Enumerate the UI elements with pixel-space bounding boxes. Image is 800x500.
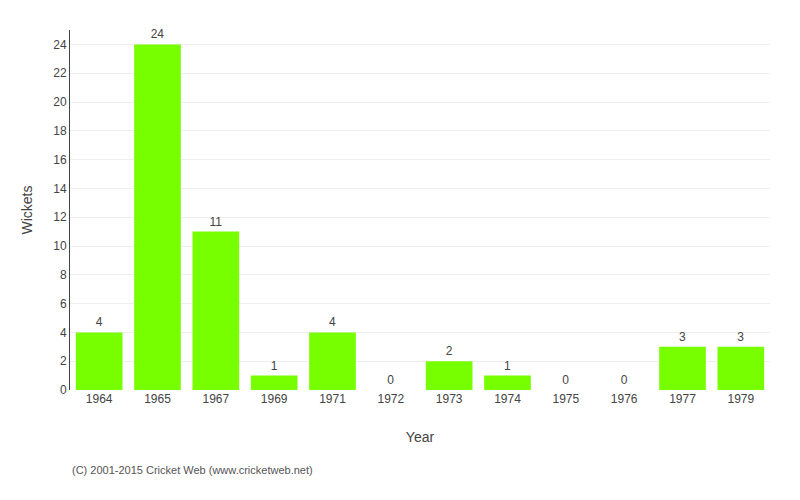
svg-text:1: 1: [271, 359, 278, 373]
svg-text:18: 18: [53, 124, 67, 138]
svg-text:1974: 1974: [494, 392, 521, 406]
svg-text:1971: 1971: [319, 392, 346, 406]
svg-text:24: 24: [53, 38, 67, 52]
svg-text:1976: 1976: [611, 392, 638, 406]
svg-text:3: 3: [679, 330, 686, 344]
svg-text:1979: 1979: [727, 392, 754, 406]
svg-text:1965: 1965: [144, 392, 171, 406]
svg-text:14: 14: [53, 182, 67, 196]
svg-text:Wickets: Wickets: [19, 186, 35, 235]
svg-text:4: 4: [60, 326, 67, 340]
svg-text:1: 1: [504, 359, 511, 373]
svg-text:0: 0: [387, 373, 394, 387]
svg-text:1973: 1973: [436, 392, 463, 406]
svg-text:1969: 1969: [261, 392, 288, 406]
svg-text:20: 20: [53, 95, 67, 109]
svg-text:8: 8: [60, 268, 67, 282]
svg-text:4: 4: [96, 315, 103, 329]
svg-text:1977: 1977: [669, 392, 696, 406]
svg-text:0: 0: [562, 373, 569, 387]
svg-text:4: 4: [329, 315, 336, 329]
svg-text:12: 12: [53, 210, 67, 224]
svg-text:0: 0: [621, 373, 628, 387]
svg-text:2: 2: [446, 344, 453, 358]
svg-text:16: 16: [53, 153, 67, 167]
svg-text:1964: 1964: [86, 392, 113, 406]
svg-text:1975: 1975: [552, 392, 579, 406]
svg-text:6: 6: [60, 297, 67, 311]
svg-text:2: 2: [60, 354, 67, 368]
svg-text:(C) 2001-2015 Cricket Web (www: (C) 2001-2015 Cricket Web (www.cricketwe…: [72, 464, 313, 476]
svg-text:0: 0: [60, 383, 67, 397]
svg-text:1967: 1967: [202, 392, 229, 406]
svg-text:24: 24: [151, 27, 165, 41]
svg-text:22: 22: [53, 66, 67, 80]
svg-text:Year: Year: [406, 429, 435, 445]
svg-text:10: 10: [53, 239, 67, 253]
svg-text:1972: 1972: [377, 392, 404, 406]
svg-text:11: 11: [209, 215, 222, 229]
svg-text:3: 3: [737, 330, 744, 344]
